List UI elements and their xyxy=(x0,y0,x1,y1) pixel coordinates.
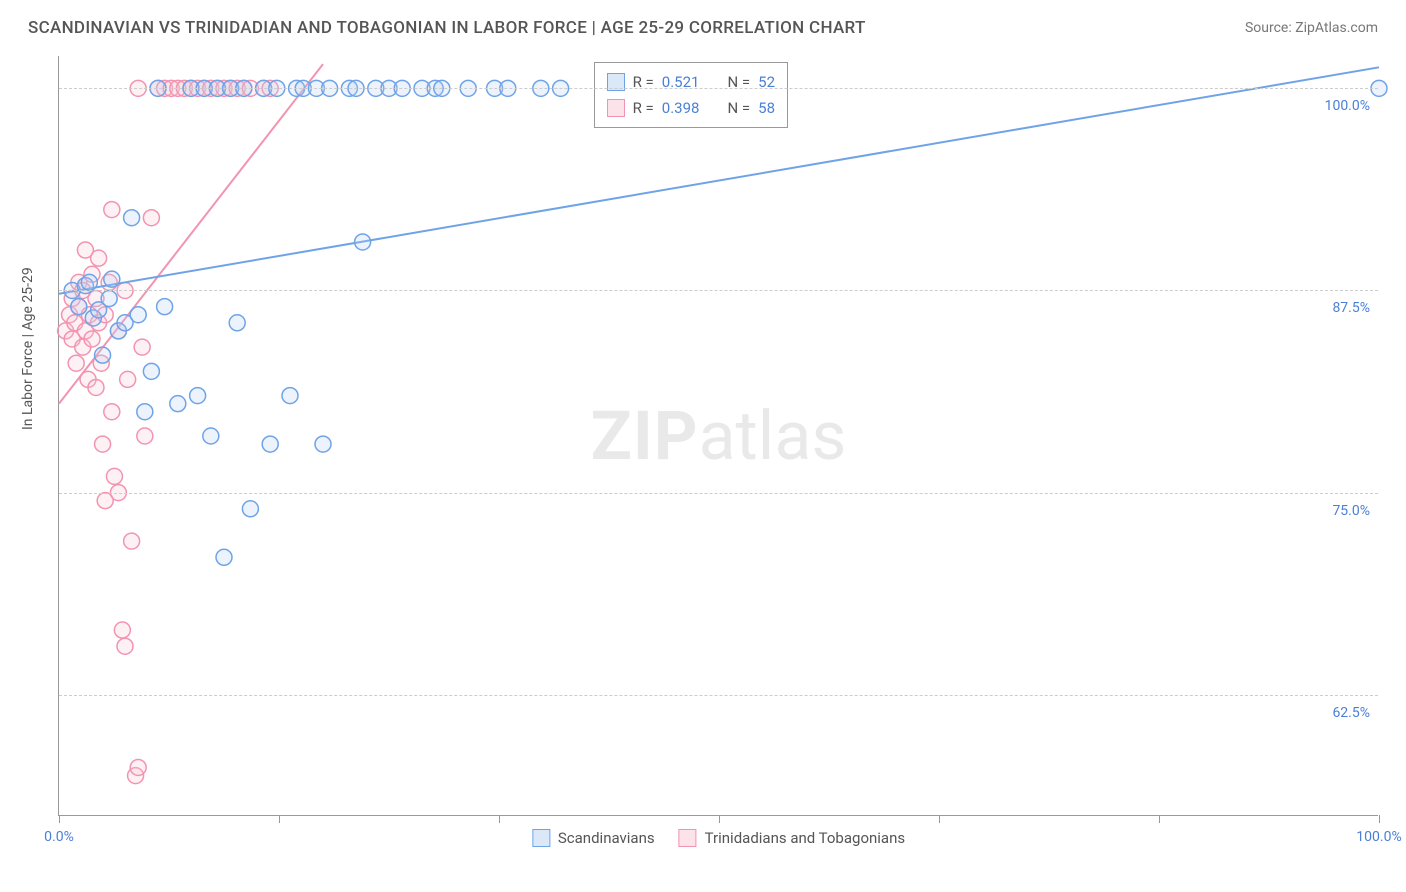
series-legend-item: Scandinavians xyxy=(532,829,655,847)
data-point xyxy=(216,549,232,565)
data-point xyxy=(282,388,298,404)
data-point xyxy=(242,501,258,517)
data-point xyxy=(157,299,173,315)
chart-title: SCANDINAVIAN VS TRINIDADIAN AND TOBAGONI… xyxy=(28,18,866,38)
y-tick-label: 62.5% xyxy=(1332,705,1370,721)
data-point xyxy=(84,331,100,347)
data-point xyxy=(68,355,84,371)
series-label: Trinidadians and Tobagonians xyxy=(705,829,905,847)
series-legend: Scandinavians Trinidadians and Tobagonian… xyxy=(532,829,905,847)
legend-swatch xyxy=(532,829,550,847)
r-label: R = xyxy=(633,99,654,117)
plot-area: ZIPatlas R =0.521N =52R =0.398N =58 Scan… xyxy=(58,56,1378,816)
data-point xyxy=(355,234,371,250)
y-axis-label: In Labor Force | Age 25-29 xyxy=(20,267,36,430)
data-point xyxy=(130,307,146,323)
data-point xyxy=(120,371,136,387)
x-tick xyxy=(939,815,940,823)
x-tick-label: 100.0% xyxy=(1356,829,1401,845)
source-label: Source: ZipAtlas.com xyxy=(1245,20,1378,36)
data-point xyxy=(203,428,219,444)
gridline xyxy=(59,290,1378,291)
x-tick xyxy=(1159,815,1160,823)
data-point xyxy=(104,271,120,287)
data-point xyxy=(101,291,117,307)
data-point xyxy=(71,299,87,315)
legend-row: R =0.521N =52 xyxy=(607,69,775,95)
gridline xyxy=(59,493,1378,494)
legend-swatch xyxy=(607,99,625,117)
y-tick-label: 87.5% xyxy=(1332,300,1370,316)
data-point xyxy=(130,759,146,775)
y-tick-label: 75.0% xyxy=(1332,503,1370,519)
data-point xyxy=(143,210,159,226)
x-tick xyxy=(499,815,500,823)
n-label: N = xyxy=(727,99,750,117)
data-point xyxy=(143,363,159,379)
x-tick xyxy=(719,815,720,823)
data-point xyxy=(137,404,153,420)
data-point xyxy=(104,404,120,420)
legend-swatch xyxy=(679,829,697,847)
r-value: 0.398 xyxy=(662,99,700,117)
x-tick xyxy=(279,815,280,823)
data-point xyxy=(114,622,130,638)
data-point xyxy=(91,250,107,266)
data-point xyxy=(88,379,104,395)
data-point xyxy=(315,436,331,452)
y-tick-label: 100.0% xyxy=(1325,98,1370,114)
data-point xyxy=(137,428,153,444)
data-point xyxy=(124,210,140,226)
data-point xyxy=(124,533,140,549)
data-point xyxy=(104,202,120,218)
series-legend-item: Trinidadians and Tobagonians xyxy=(679,829,905,847)
data-point xyxy=(81,274,97,290)
x-tick xyxy=(59,815,60,823)
data-point xyxy=(190,388,206,404)
data-point xyxy=(134,339,150,355)
gridline xyxy=(59,695,1378,696)
legend-row: R = 0.398 N = 58 xyxy=(607,95,775,121)
correlation-legend: R =0.521N =52 R = 0.398 N = 58 xyxy=(594,62,788,128)
data-point xyxy=(95,347,111,363)
gridline xyxy=(59,88,1378,89)
data-point xyxy=(117,638,133,654)
scatter-svg xyxy=(59,56,1378,815)
data-point xyxy=(262,436,278,452)
data-point xyxy=(229,315,245,331)
x-tick-label: 0.0% xyxy=(44,829,74,845)
series-label: Scandinavians xyxy=(558,829,655,847)
data-point xyxy=(95,436,111,452)
data-point xyxy=(106,468,122,484)
data-point xyxy=(170,396,186,412)
n-value: 58 xyxy=(758,99,775,117)
x-tick xyxy=(1379,815,1380,823)
